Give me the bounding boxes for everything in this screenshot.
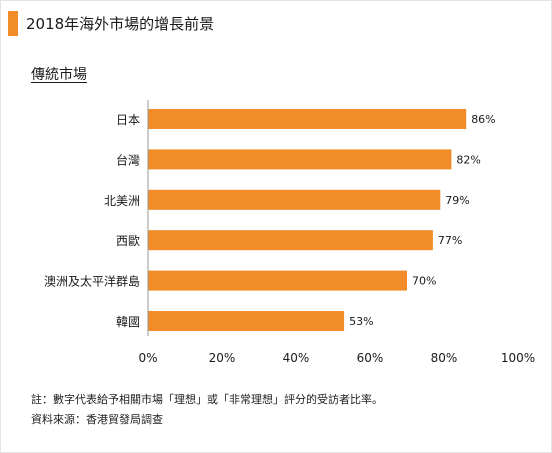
x-tick-label: 80% bbox=[431, 351, 458, 365]
category-label: 澳洲及太平洋群島 bbox=[44, 274, 140, 289]
bar bbox=[148, 109, 467, 129]
source-note: 資料來源：香港貿發局調查 bbox=[31, 413, 163, 426]
title-accent-bar bbox=[8, 11, 18, 36]
bar bbox=[148, 149, 452, 170]
bar bbox=[148, 270, 407, 291]
x-tick-label: 60% bbox=[357, 351, 384, 365]
chart-notes: 註：數字代表給予相關市場「理想」或「非常理想」評分的受訪者比率。 資料來源：香港… bbox=[31, 390, 383, 430]
category-label: 北美洲 bbox=[104, 194, 140, 208]
page-title: 2018年海外市場的增長前景 bbox=[26, 15, 215, 33]
data-label: 82% bbox=[456, 153, 480, 166]
category-label: 韓國 bbox=[116, 315, 140, 329]
bar bbox=[148, 189, 441, 210]
chart-subtitle: 傳統市場 bbox=[31, 67, 87, 83]
category-label: 台灣 bbox=[116, 152, 140, 167]
x-tick-label: 0% bbox=[138, 351, 157, 365]
data-label: 86% bbox=[471, 113, 495, 126]
category-label: 日本 bbox=[116, 113, 140, 127]
footnote: 註：數字代表給予相關市場「理想」或「非常理想」評分的受訪者比率。 bbox=[31, 393, 383, 406]
x-tick-label: 100% bbox=[501, 351, 535, 365]
data-label: 79% bbox=[445, 194, 469, 207]
bar bbox=[148, 230, 433, 251]
category-label: 西歐 bbox=[116, 233, 140, 248]
x-tick-label: 20% bbox=[209, 351, 236, 365]
data-label: 70% bbox=[412, 275, 436, 288]
data-label: 77% bbox=[438, 234, 462, 247]
data-label: 53% bbox=[349, 315, 373, 328]
bar bbox=[148, 311, 345, 331]
x-tick-label: 40% bbox=[283, 351, 310, 365]
